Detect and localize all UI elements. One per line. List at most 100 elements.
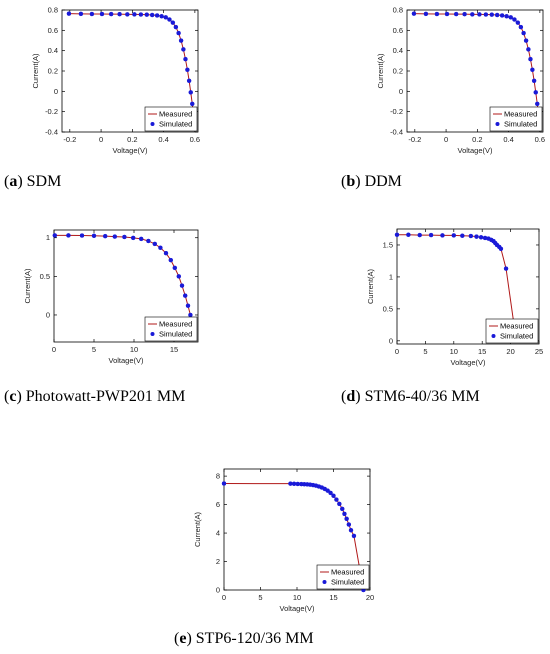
data-point-simulated (477, 12, 482, 17)
y-tick-label: 1 (389, 272, 393, 281)
caption-ddm: (b) DDM (341, 173, 402, 190)
x-tick-label: 15 (329, 593, 337, 602)
legend-swatch-simulated (150, 122, 155, 126)
data-point-simulated (521, 30, 526, 36)
data-point-simulated (132, 12, 137, 17)
chart-panel-ddm: -0.2 0 0.2 0.4 0.6 -0.4 -0.2 0 0.2 0.4 0.6 0.8 Volta… (275, 0, 550, 200)
caption-letter: c (9, 388, 17, 405)
chart-svg-stm6: 0 5 10 15 20 25 0 0.5 1 1.5 Voltage(V) Current(A) Me… (366, 228, 543, 367)
legend-label-simulated: Simulated (331, 578, 364, 587)
data-point-simulated (170, 20, 176, 25)
x-axis-title: Voltage(V) (112, 146, 148, 155)
legend-label-measured: Measured (504, 110, 537, 119)
data-point-simulated (483, 12, 489, 17)
y-tick-label: -0.2 (45, 107, 58, 116)
x-axis-title: Voltage(V) (279, 604, 315, 613)
caption-sdm: (a) SDM (4, 173, 62, 190)
y-tick-label: 0.5 (40, 272, 50, 281)
data-point-simulated (328, 490, 333, 496)
y-axis-title: Current(A) (376, 53, 385, 89)
y-tick-label: 0 (54, 87, 58, 96)
data-point-simulated (152, 241, 158, 247)
data-point-simulated (518, 24, 524, 30)
data-point-simulated (489, 12, 495, 17)
data-point-simulated (66, 233, 71, 238)
data-point-simulated (183, 56, 188, 62)
data-point-simulated (531, 78, 537, 84)
data-point-simulated (149, 12, 155, 18)
chart-svg-sdm: -0.2 0 0.2 0.4 0.6 -0.4 -0.2 0 0.2 0.4 0.6 0.8 Volta… (31, 6, 200, 156)
data-point-simulated (526, 47, 531, 52)
x-tick-label: 25 (535, 347, 543, 356)
data-point-simulated (494, 12, 500, 18)
y-tick-label: 1.5 (383, 240, 393, 249)
data-point-simulated (178, 38, 184, 43)
data-point-simulated (337, 501, 342, 507)
data-point-simulated (179, 283, 185, 288)
data-point-simulated (440, 233, 445, 238)
x-tick-label: 0.4 (503, 135, 513, 144)
legend-swatch-simulated (491, 334, 496, 338)
data-point-simulated (334, 497, 339, 502)
caption-text: STM6-40/36 MM (364, 388, 480, 405)
x-tick-label: 0.2 (127, 135, 137, 144)
data-point-simulated (478, 235, 484, 240)
x-tick-label: 0.6 (190, 135, 200, 144)
y-tick-label: 0.6 (48, 26, 58, 35)
data-point-simulated (188, 90, 193, 95)
data-point-simulated (417, 232, 422, 238)
y-tick-label: 0.4 (48, 46, 58, 55)
data-point-simulated (102, 233, 108, 239)
data-point-simulated (411, 11, 417, 16)
y-tick-label: -0.2 (390, 107, 403, 116)
data-point-simulated (451, 233, 457, 238)
chart-panel-photowatt: 0 5 10 15 0 0.5 1 Voltage(V) Current(A) Measured S… (0, 222, 275, 412)
data-point-simulated (474, 234, 479, 239)
data-point-simulated (533, 90, 538, 95)
data-point-simulated (185, 303, 191, 308)
data-point-simulated (186, 78, 192, 84)
chart-svg-ddm: -0.2 0 0.2 0.4 0.6 -0.4 -0.2 0 0.2 0.4 0.6 0.8 Volta… (376, 6, 545, 156)
y-tick-label: 0.4 (393, 46, 403, 55)
data-point-simulated (508, 15, 514, 20)
data-point-simulated (176, 30, 181, 36)
caption-letter: b (346, 173, 356, 190)
chart-panel-sdm: -0.2 0 0.2 0.4 0.6 -0.4 -0.2 0 0.2 0.4 0.6 0.8 Volta… (0, 0, 275, 200)
x-tick-label: 10 (450, 347, 458, 356)
data-point-simulated (498, 246, 504, 252)
plot-frame (396, 228, 540, 345)
data-point-simulated (340, 506, 345, 512)
x-tick-label: 0.6 (535, 135, 545, 144)
legend-swatch-simulated (150, 332, 155, 336)
chart-panel-stp6: 0 5 10 15 20 0 2 4 6 8 Voltage(V) Current(A) Measure… (150, 455, 410, 654)
legend-swatch-simulated (322, 580, 327, 584)
legend-box (489, 106, 543, 132)
data-point-simulated (344, 516, 349, 522)
legend-swatch-simulated (495, 122, 500, 126)
data-point-simulated (453, 11, 459, 17)
data-point-simulated (462, 11, 467, 17)
data-point-simulated (185, 67, 190, 73)
y-tick-label: 6 (216, 500, 220, 509)
chart-svg-stp6: 0 5 10 15 20 0 2 4 6 8 Voltage(V) Current(A) Measure… (193, 468, 374, 613)
data-point-simulated (66, 11, 72, 16)
legend-label-simulated: Simulated (504, 120, 537, 129)
x-tick-label: 20 (366, 593, 374, 602)
legend-label-measured: Measured (500, 322, 533, 331)
y-tick-label: 4 (216, 529, 220, 538)
data-point-simulated (125, 12, 130, 17)
data-point-simulated (288, 481, 293, 486)
data-point-simulated (158, 245, 163, 251)
y-tick-label: 0.5 (383, 304, 393, 313)
y-tick-label: 2 (216, 557, 220, 566)
x-tick-label: 0 (52, 345, 56, 354)
legend-label-simulated: Simulated (500, 332, 533, 341)
x-tick-label: -0.2 (408, 135, 421, 144)
data-point-simulated (163, 250, 169, 256)
caption-text: Photowatt-PWP201 MM (25, 388, 186, 405)
legend-box (485, 318, 539, 344)
data-point-simulated (348, 527, 354, 533)
data-point-simulated (91, 233, 97, 239)
data-point-simulated (331, 493, 336, 499)
